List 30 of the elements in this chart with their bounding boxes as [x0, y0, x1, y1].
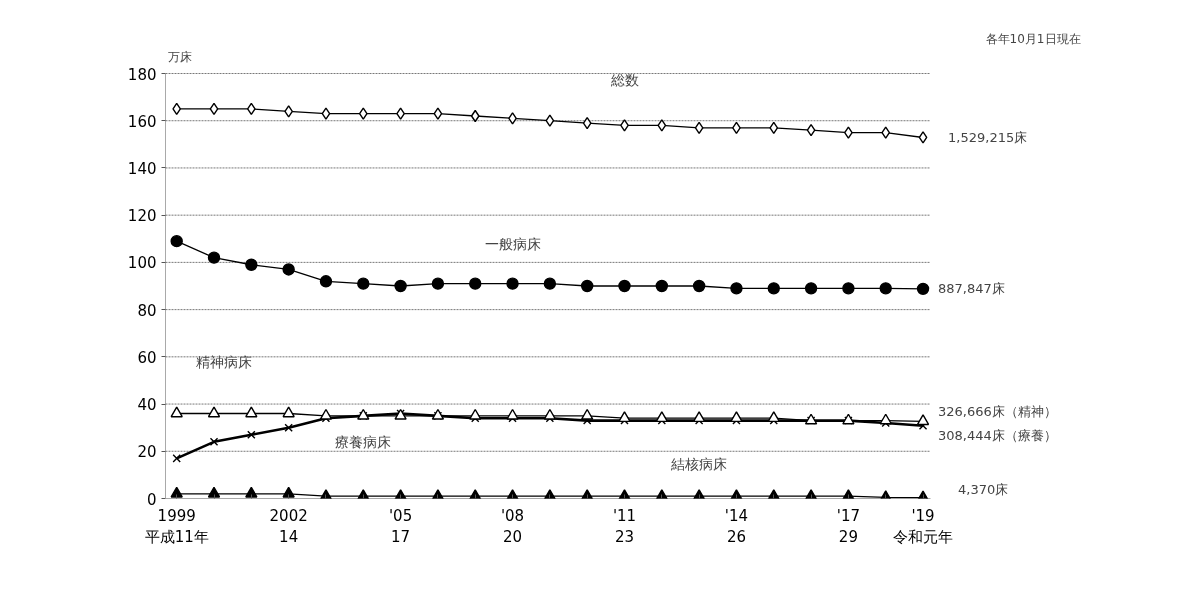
- series-label: 療養病床: [335, 433, 392, 450]
- x-tick-label: '19 令和元年: [893, 506, 954, 547]
- y-tick-label: 100: [127, 254, 157, 273]
- x-tick-label: 1999 平成11年: [144, 506, 209, 547]
- y-tick-label: 120: [127, 207, 157, 226]
- text: 総数: [609, 72, 639, 89]
- x-tick-label: '14 26: [724, 506, 749, 547]
- text: 一般病床: [484, 235, 541, 252]
- text: 精神病床: [196, 353, 253, 370]
- y-tick-label: 160: [127, 112, 157, 131]
- y-tick-label: 180: [127, 65, 157, 84]
- x-tick-label: 2002 14: [269, 506, 308, 547]
- y-tick-label: 20: [137, 443, 157, 462]
- x-tick-label: '17 29: [836, 506, 861, 547]
- x-tick-label: '11 23: [612, 506, 637, 547]
- y-tick-label: 60: [137, 348, 157, 367]
- x-tick-label: '08 20: [500, 506, 525, 547]
- y-tick-label: 80: [137, 301, 157, 320]
- y-axis-title: 万床: [167, 49, 192, 64]
- annotation: 4,370床: [958, 482, 1009, 498]
- annotation: 887,847床: [938, 281, 1005, 297]
- annotation: 308,444床（療養）: [938, 428, 1057, 444]
- annotation: 326,666床（精神）: [938, 403, 1057, 419]
- annotation: 1,529,215床: [948, 129, 1028, 145]
- y-tick-label: 140: [127, 159, 157, 178]
- text: 各年10月1日現在: [985, 31, 1081, 46]
- y-tick-label: 40: [137, 396, 157, 415]
- x-tick-label: '05 17: [388, 506, 413, 547]
- series-label: 結核病床: [670, 456, 728, 473]
- y-tick-label: 0: [146, 490, 157, 509]
